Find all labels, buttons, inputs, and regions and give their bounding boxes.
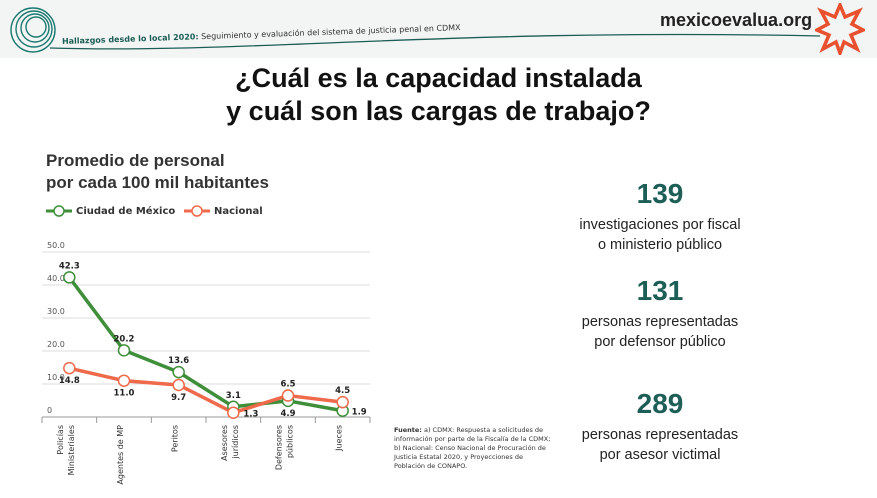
page-title: ¿Cuál es la capacidad instalada y cuál so… <box>226 63 651 126</box>
x-category-label: jurídicos <box>231 425 240 460</box>
x-category-label: Jueces <box>335 425 344 452</box>
line-chart: 0 10.0 20.0 30.0 40.0 50.0 Policías Ministerial… <box>41 241 371 485</box>
logo-rings-icon <box>10 7 56 53</box>
x-category-label: públicos <box>286 425 295 458</box>
star-logo-icon <box>815 3 865 55</box>
data-point <box>227 406 240 419</box>
x-category-label: Ministeriales <box>67 425 76 475</box>
data-point <box>63 271 76 284</box>
series-line-cdmx <box>67 276 343 413</box>
data-label: 4.5 <box>335 386 350 396</box>
x-category-label: Peritos <box>171 425 180 452</box>
data-point <box>117 344 131 357</box>
data-label: 11.0 <box>114 389 135 399</box>
data-label: 9.7 <box>171 393 186 403</box>
header-banner: Hallazgos desde lo local 2020: Seguimien… <box>0 0 877 58</box>
stat-number-defensor: 131 <box>636 275 684 306</box>
y-tick-label: 10.0 <box>47 373 65 382</box>
legend-marker-nacional <box>184 205 210 217</box>
stat-text-asesor: personas representadas por asesor victima… <box>581 427 739 463</box>
data-point <box>336 395 349 409</box>
stat-number-fiscal: 139 <box>636 178 684 209</box>
y-tick-label: 0 <box>47 406 52 415</box>
y-tick-label: 40.0 <box>47 274 65 283</box>
source-note: Fuente: a) CDMX: Respuesta a solicitudes… <box>394 426 551 470</box>
data-label: 20.2 <box>114 334 135 344</box>
data-point <box>117 374 131 387</box>
data-point <box>172 365 185 379</box>
data-label: 14.8 <box>59 376 80 386</box>
legend-nacional: Nacional <box>184 205 263 217</box>
data-label: 42.3 <box>59 261 80 271</box>
brand-link[interactable]: mexicoevalua.org <box>660 10 813 30</box>
x-category-label: Defensores <box>275 425 284 470</box>
y-tick-label: 50.0 <box>47 241 65 250</box>
legend-cdmx: Ciudad de México <box>46 205 175 217</box>
chart-title: Promedio de personal por cada 100 mil hab… <box>46 151 269 192</box>
stat-number-asesor: 289 <box>636 388 684 419</box>
swoosh-line <box>50 33 820 50</box>
data-point <box>63 361 76 375</box>
stat-text-fiscal: investigaciones por fiscal o ministerio p… <box>579 217 741 253</box>
data-point <box>281 389 295 402</box>
x-category-label: Asesores <box>220 425 229 461</box>
x-category-label: Agentes de MP <box>116 425 125 485</box>
data-label: 4.9 <box>280 409 295 419</box>
data-point <box>172 378 185 392</box>
data-label: 1.9 <box>352 408 367 418</box>
data-label: 6.5 <box>280 380 295 390</box>
y-tick-label: 20.0 <box>47 340 65 349</box>
data-label: 1.3 <box>243 410 258 420</box>
stat-text-defensor: personas representadas por defensor públi… <box>581 314 739 350</box>
x-category-label: Policías <box>56 425 65 455</box>
series-line-nacional <box>68 366 343 415</box>
y-tick-label: 30.0 <box>47 307 65 316</box>
legend-marker-cdmx <box>46 205 72 217</box>
data-label: 3.1 <box>226 391 241 401</box>
data-label: 13.6 <box>168 356 189 366</box>
